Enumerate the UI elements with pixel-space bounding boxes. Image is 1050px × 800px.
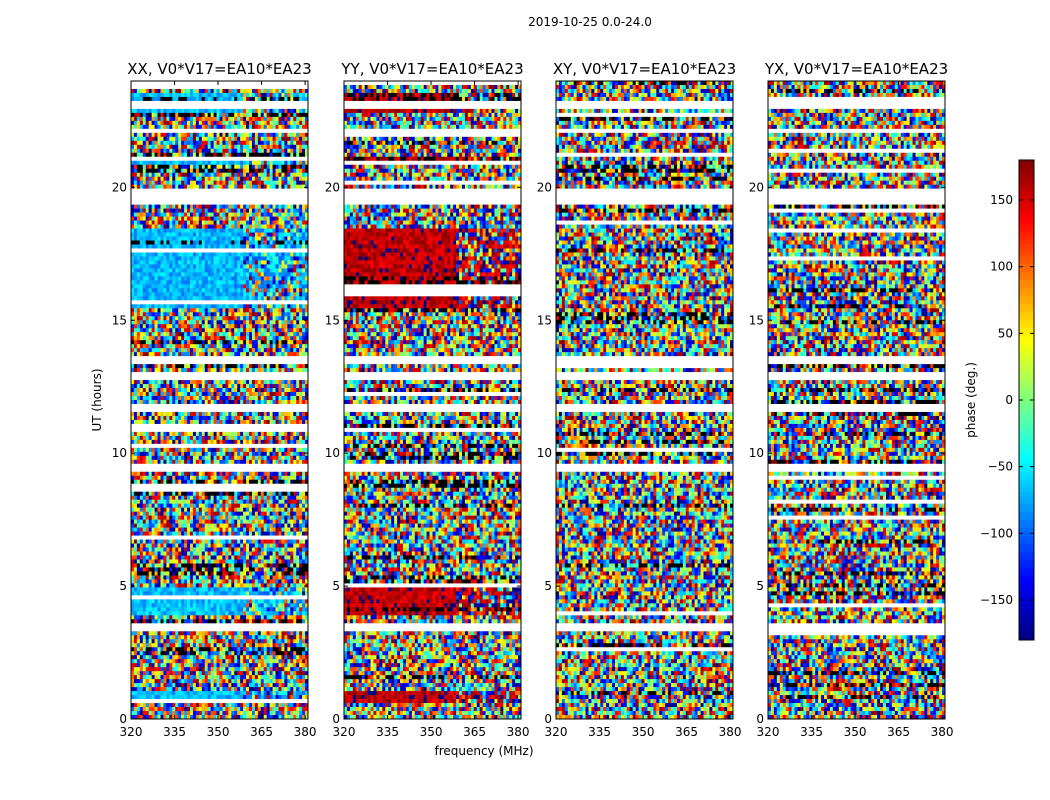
y-tick-label: 10 xyxy=(112,446,127,460)
y-tick-label: 5 xyxy=(332,579,340,593)
colorbar-tick-label: 150 xyxy=(990,193,1013,207)
x-tick-label: 320 xyxy=(333,725,356,739)
y-tick-label: 10 xyxy=(537,446,552,460)
colorbar-tick-label: 50 xyxy=(998,326,1013,340)
y-tick-label: 15 xyxy=(112,313,127,327)
x-tick-label: 320 xyxy=(545,725,568,739)
panel-title: XX, V0*V17=EA10*EA23 xyxy=(127,60,311,78)
x-tick-label: 380 xyxy=(294,725,317,739)
x-tick-label: 320 xyxy=(757,725,780,739)
y-tick-label: 20 xyxy=(112,180,127,194)
y-axis-label: UT (hours) xyxy=(90,368,104,431)
x-tick-label: 350 xyxy=(420,725,443,739)
figure-suptitle: 2019-10-25 0.0-24.0 xyxy=(528,15,652,29)
y-tick-label: 20 xyxy=(537,180,552,194)
panel-title: XY, V0*V17=EA10*EA23 xyxy=(553,60,736,78)
x-tick-label: 380 xyxy=(719,725,742,739)
x-tick-label: 380 xyxy=(931,725,954,739)
x-tick-label: 365 xyxy=(675,725,698,739)
panel-yy: YY, V0*V17=EA10*EA23 320 335 350 365 380 0 5 10 1… xyxy=(325,60,530,739)
y-tick-label: 10 xyxy=(749,446,764,460)
y-tick-label: 5 xyxy=(119,579,127,593)
y-tick-label: 0 xyxy=(544,712,552,726)
colorbar: 150 100 50 0 −50 −100 −150 xyxy=(980,159,1035,641)
x-axis-label: frequency (MHz) xyxy=(434,744,533,758)
colorbar-gradient xyxy=(1019,160,1034,641)
phase-cells-xy xyxy=(556,81,734,720)
x-tick-label: 365 xyxy=(250,725,273,739)
x-tick-label: 320 xyxy=(120,725,143,739)
phase-cells-xx xyxy=(131,81,309,720)
panel-xx: XX, V0*V17=EA10*EA23 320 335 350 365 380 0 5 10 1… xyxy=(112,60,317,739)
x-tick-label: 335 xyxy=(800,725,823,739)
phase-cells-yx xyxy=(768,81,946,720)
y-tick-label: 0 xyxy=(119,712,127,726)
colorbar-tick-label: −50 xyxy=(988,460,1013,474)
y-tick-label: 5 xyxy=(544,579,552,593)
y-tick-label: 20 xyxy=(325,180,340,194)
x-tick-label: 380 xyxy=(507,725,530,739)
colorbar-tick-label: 100 xyxy=(990,260,1013,274)
colorbar-tick-label: −150 xyxy=(980,593,1013,607)
panel-xy: XY, V0*V17=EA10*EA23 320 335 350 365 380 0 5 10 1… xyxy=(537,60,742,739)
panels: XX, V0*V17=EA10*EA23 320 335 350 365 380 0 5 10 1… xyxy=(112,60,954,739)
colorbar-tick-label: −100 xyxy=(980,526,1013,540)
x-tick-label: 365 xyxy=(887,725,910,739)
y-tick-label: 10 xyxy=(325,446,340,460)
x-tick-label: 335 xyxy=(588,725,611,739)
phase-cells-yy xyxy=(344,81,522,720)
y-tick-label: 0 xyxy=(756,712,764,726)
y-tick-label: 15 xyxy=(325,313,340,327)
x-tick-label: 335 xyxy=(163,725,186,739)
panel-frame xyxy=(767,80,946,720)
y-tick-label: 15 xyxy=(537,313,552,327)
x-tick-label: 335 xyxy=(376,725,399,739)
y-tick-label: 20 xyxy=(749,180,764,194)
y-tick-label: 0 xyxy=(332,712,340,726)
x-tick-label: 365 xyxy=(463,725,486,739)
x-tick-label: 350 xyxy=(844,725,867,739)
y-tick-label: 5 xyxy=(756,579,764,593)
panel-title: YY, V0*V17=EA10*EA23 xyxy=(340,60,523,78)
panel-title: YX, V0*V17=EA10*EA23 xyxy=(764,60,948,78)
x-tick-label: 350 xyxy=(207,725,230,739)
colorbar-label: phase (deg.) xyxy=(964,362,978,438)
panel-frame xyxy=(555,80,734,720)
y-tick-label: 15 xyxy=(749,313,764,327)
x-tick-label: 350 xyxy=(632,725,655,739)
colorbar-tick-label: 0 xyxy=(1005,393,1013,407)
panel-yx: YX, V0*V17=EA10*EA23 320 335 350 365 380 0 5 10 1… xyxy=(749,60,954,739)
panel-frame xyxy=(130,80,309,720)
panel-frame xyxy=(343,80,522,720)
